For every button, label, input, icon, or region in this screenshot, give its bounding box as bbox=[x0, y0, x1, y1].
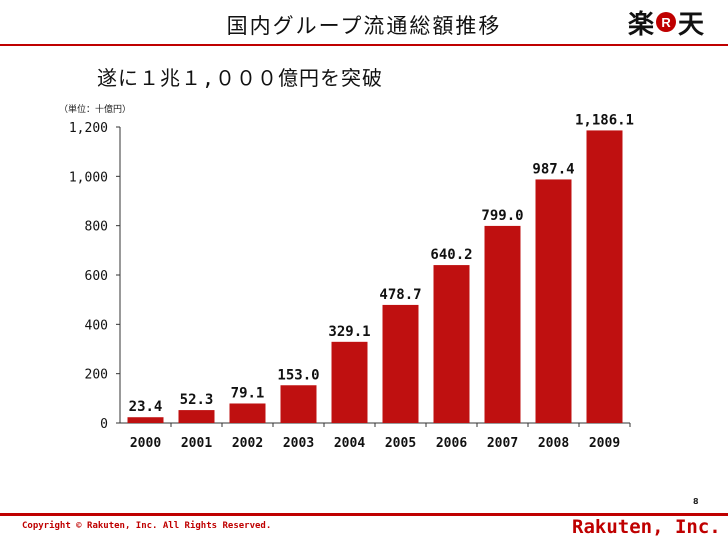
y-tick-label: 200 bbox=[85, 368, 108, 383]
data-label-2000: 23.4 bbox=[129, 399, 163, 415]
bar-2008 bbox=[535, 179, 572, 423]
y-tick-label: 0 bbox=[100, 417, 108, 432]
x-tick-label: 2003 bbox=[283, 436, 314, 451]
bar-2007 bbox=[484, 225, 521, 423]
x-tick-label: 2004 bbox=[334, 436, 365, 451]
x-tick-label: 2000 bbox=[130, 436, 161, 451]
page-number: 8 bbox=[693, 497, 699, 506]
data-label-2009: 1,186.1 bbox=[575, 112, 634, 128]
unit-label: （単位：十億円） bbox=[59, 105, 132, 115]
logo-char-left: 楽 bbox=[628, 9, 655, 40]
copyright-text: Copyright © Rakuten, Inc. All Rights Res… bbox=[22, 521, 272, 531]
data-label-2004: 329.1 bbox=[328, 324, 370, 340]
subtitle: 遂に１兆１,０００億円を突破 bbox=[97, 66, 384, 90]
bar-2003 bbox=[280, 385, 317, 423]
x-tick-label: 2005 bbox=[385, 436, 416, 451]
bar-2009 bbox=[586, 130, 623, 424]
data-label-2008: 987.4 bbox=[532, 161, 574, 177]
y-tick-label: 1,200 bbox=[69, 121, 108, 136]
data-label-2006: 640.2 bbox=[430, 247, 472, 263]
bar-2002 bbox=[229, 403, 266, 423]
y-tick-label: 600 bbox=[85, 269, 108, 284]
data-label-2005: 478.7 bbox=[379, 287, 421, 303]
x-tick-label: 2007 bbox=[487, 436, 518, 451]
bar-2005 bbox=[382, 304, 419, 423]
y-tick-label: 800 bbox=[85, 220, 108, 235]
x-tick-label: 2009 bbox=[589, 436, 620, 451]
logo-char-right: 天 bbox=[678, 9, 705, 40]
rakuten-logo: 楽 R 天 bbox=[628, 6, 705, 40]
y-tick-label: 1,000 bbox=[69, 170, 108, 185]
x-tick-label: 2008 bbox=[538, 436, 569, 451]
data-label-2002: 79.1 bbox=[231, 385, 265, 401]
company-name: Rakuten, Inc. bbox=[572, 516, 721, 538]
logo-r-mark-icon: R bbox=[656, 12, 677, 32]
page-title: 国内グループ流通総額推移 bbox=[226, 14, 502, 38]
bar-2006 bbox=[433, 265, 470, 423]
x-tick-label: 2002 bbox=[232, 436, 263, 451]
data-label-2001: 52.3 bbox=[180, 392, 214, 408]
x-tick-label: 2001 bbox=[181, 436, 212, 451]
bar-2004 bbox=[331, 341, 368, 423]
bar-2000 bbox=[127, 417, 164, 423]
footer-divider bbox=[0, 513, 728, 516]
x-tick-label: 2006 bbox=[436, 436, 467, 451]
data-label-2007: 799.0 bbox=[481, 208, 523, 224]
data-label-2003: 153.0 bbox=[277, 367, 319, 383]
header-divider bbox=[0, 44, 728, 46]
bar-2001 bbox=[178, 410, 215, 423]
y-tick-label: 400 bbox=[85, 318, 108, 333]
